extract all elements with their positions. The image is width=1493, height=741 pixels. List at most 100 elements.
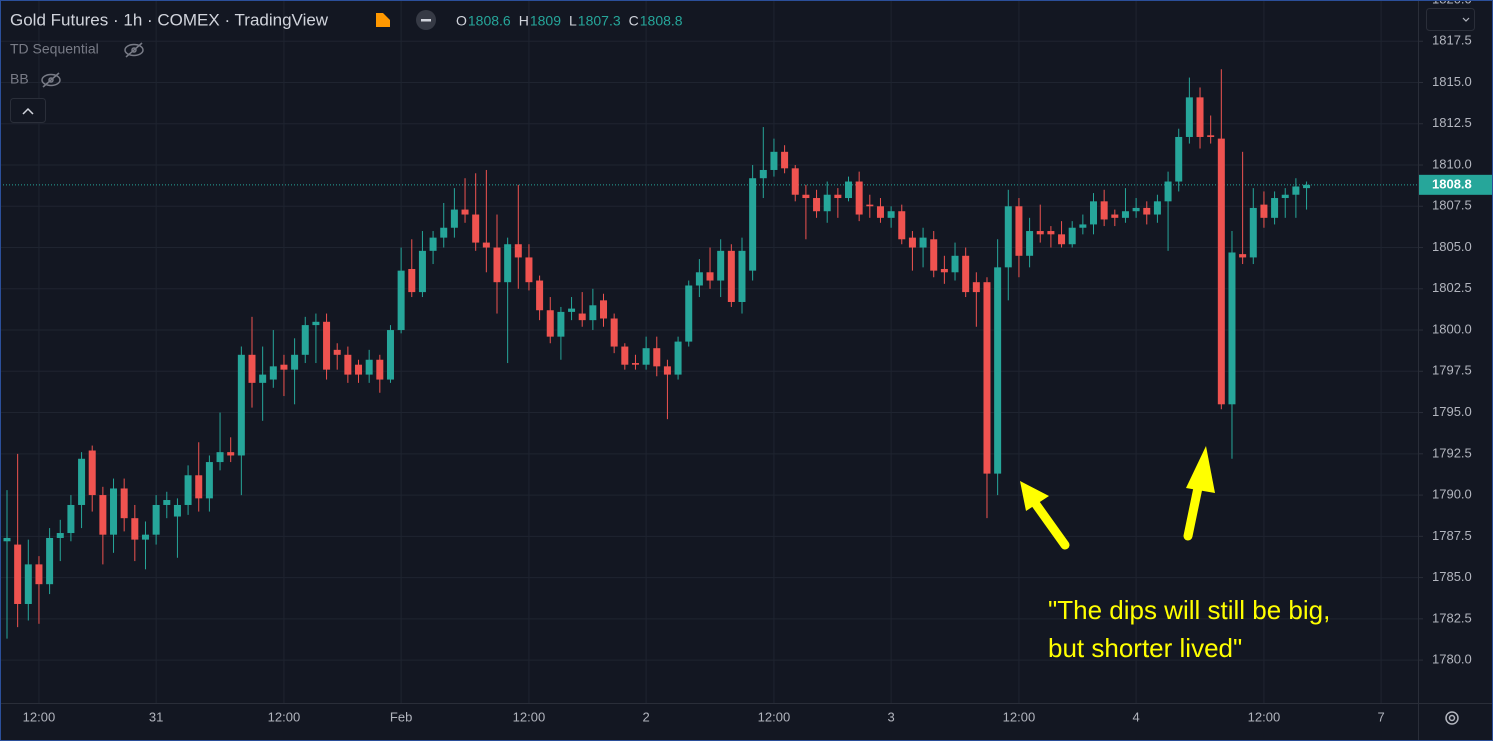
candle-body <box>791 168 799 195</box>
candle-body <box>397 270 405 331</box>
settings-icon[interactable] <box>1445 711 1459 725</box>
candle-body <box>631 363 639 365</box>
collapse-legend-button[interactable] <box>10 98 46 123</box>
candle-body <box>429 237 437 251</box>
candle-body <box>674 341 682 375</box>
candle-body <box>205 462 213 499</box>
currency-button[interactable] <box>1426 8 1475 31</box>
ohlc-key: C <box>629 13 639 29</box>
candles <box>3 69 1311 639</box>
candle-body <box>184 475 192 505</box>
candle-body <box>1207 135 1215 137</box>
candle-body <box>695 272 703 286</box>
candle-body <box>173 504 181 517</box>
candle-body <box>120 488 128 519</box>
candle-body <box>1004 206 1012 268</box>
candle-body <box>195 475 203 499</box>
candle-body <box>1068 227 1076 245</box>
candle-body <box>482 242 490 248</box>
candle-body <box>951 255 959 273</box>
annotation-text: "The dips will still be big, <box>1048 595 1330 625</box>
candle-body <box>216 452 224 463</box>
candle-body <box>1175 136 1183 182</box>
candle-body <box>46 537 54 585</box>
candle-body <box>67 504 75 534</box>
candle-body <box>717 250 725 281</box>
candle-body <box>770 151 778 170</box>
y-tick-label: 1785.0 <box>1432 569 1472 584</box>
candle-body <box>685 285 693 342</box>
candle-body <box>1143 207 1151 215</box>
candle-body <box>131 518 139 540</box>
candle-body <box>291 354 299 370</box>
candle-body <box>759 169 767 179</box>
candle-body <box>344 354 352 375</box>
y-tick-label: 1810.0 <box>1432 156 1472 171</box>
candle-body <box>365 359 373 375</box>
candle-body <box>898 211 906 240</box>
ohlc-value: 1808.8 <box>640 13 683 29</box>
candle-body <box>621 346 629 365</box>
x-tick-label: 12:00 <box>1248 709 1281 724</box>
last-price-label: 1808.8 <box>1432 176 1472 191</box>
candle-body <box>450 209 458 228</box>
candle-body <box>472 214 480 243</box>
indicator-name: BB <box>10 71 29 87</box>
y-tick-label: 1780.0 <box>1432 652 1472 667</box>
x-tick-label: 12:00 <box>1003 709 1036 724</box>
candle-body <box>1047 231 1055 235</box>
candle-body <box>1036 231 1044 235</box>
candle-body <box>301 325 309 355</box>
candle-body <box>536 280 544 311</box>
candle-body <box>972 282 980 293</box>
candle-body <box>1100 201 1108 220</box>
candle-body <box>962 255 970 293</box>
candle-body <box>504 244 512 283</box>
y-tick-label: 1807.5 <box>1432 198 1472 213</box>
candle-body <box>24 564 32 604</box>
candle-body <box>355 364 363 375</box>
candle-body <box>269 366 277 380</box>
candle-body <box>876 206 884 218</box>
candle-body <box>312 321 320 326</box>
candle-body <box>1281 194 1289 199</box>
x-tick-label: 12:00 <box>23 709 56 724</box>
candle-body <box>56 533 64 538</box>
candle-body <box>1079 224 1087 228</box>
candle-body <box>152 504 160 535</box>
y-tick-label: 1792.5 <box>1432 445 1472 460</box>
candle-body <box>706 272 714 281</box>
candle-body <box>1249 207 1257 258</box>
eye-off-icons[interactable] <box>41 42 144 88</box>
candle-body <box>802 194 810 199</box>
ohlc-value: 1808.6 <box>468 13 511 29</box>
candle-body <box>578 313 586 321</box>
candle-body <box>323 321 331 370</box>
candle-body <box>653 348 661 367</box>
x-tick-label: 3 <box>887 709 894 724</box>
candle-body <box>99 495 107 535</box>
candle-body <box>227 452 235 456</box>
y-tick-label: 1802.5 <box>1432 280 1472 295</box>
x-tick-label: 12:00 <box>513 709 546 724</box>
candle-body <box>333 349 341 355</box>
flag-notch <box>383 13 390 20</box>
candle-body <box>1185 97 1193 137</box>
x-tick-label: 4 <box>1132 709 1139 724</box>
candle-body <box>440 227 448 238</box>
candle-body <box>1196 97 1204 137</box>
x-tick-label: 7 <box>1377 709 1384 724</box>
candle-body <box>35 564 43 585</box>
y-tick-label: 1797.5 <box>1432 363 1472 378</box>
candle-body <box>738 250 746 302</box>
chevron-down-icon <box>1462 17 1470 22</box>
candle-body <box>1292 186 1300 195</box>
candle-body <box>845 181 853 199</box>
candle-body <box>834 194 842 199</box>
candle-body <box>940 268 948 273</box>
candle-body <box>749 178 757 271</box>
candle-body <box>919 237 927 248</box>
candle-body <box>1026 231 1034 256</box>
